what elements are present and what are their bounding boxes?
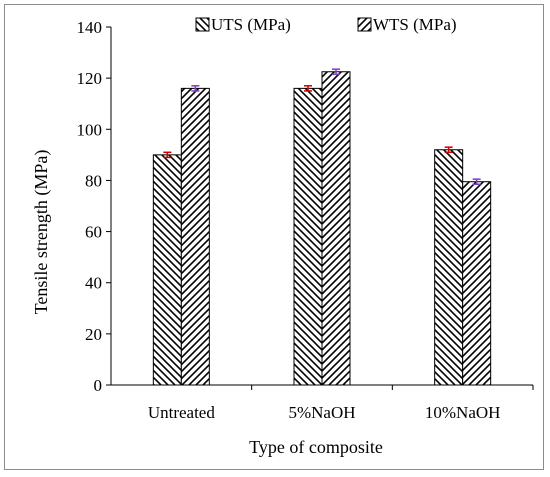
y-axis-title: Tensile strength (MPa)	[31, 150, 52, 315]
bar	[180, 87, 210, 386]
y-tick-label: 0	[94, 376, 103, 395]
legend: UTS (MPa) WTS (MPa)	[195, 15, 457, 34]
x-axis-title: Type of composite	[249, 437, 383, 457]
y-tick-label: 80	[85, 171, 102, 190]
y-tick-label: 140	[77, 18, 103, 37]
y-tick-label: 100	[77, 120, 103, 139]
legend-swatch-uts	[195, 17, 210, 32]
y-tick-label: 120	[77, 69, 103, 88]
y-tick-label: 60	[85, 223, 102, 242]
bar	[434, 149, 464, 386]
bar	[462, 181, 492, 386]
legend-swatch-wts	[357, 17, 372, 32]
bar	[152, 154, 182, 386]
bar	[321, 71, 351, 386]
x-tick-label: Untreated	[148, 403, 216, 422]
legend-label-uts: UTS (MPa)	[211, 15, 291, 34]
x-tick-label: 5%NaOH	[288, 403, 355, 422]
legend-label-wts: WTS (MPa)	[373, 15, 457, 34]
y-tick-label: 20	[85, 325, 102, 344]
y-tick-label: 40	[85, 274, 102, 293]
x-tick-label: 10%NaOH	[425, 403, 501, 422]
bar	[293, 87, 323, 386]
